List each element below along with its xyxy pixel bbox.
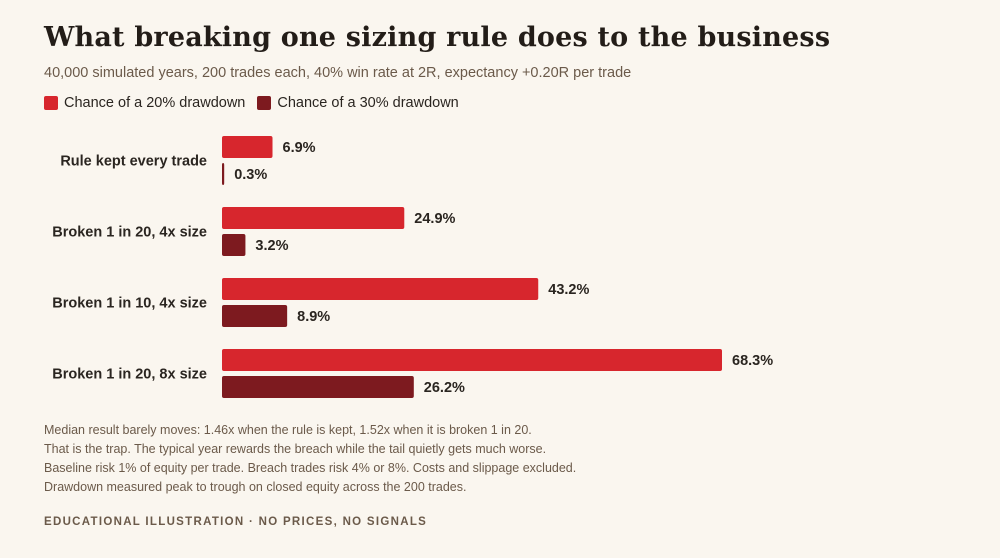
bar-30-drawdown <box>222 305 288 327</box>
data-label: 3.2% <box>255 238 288 254</box>
category-label: Broken 1 in 20, 8x size <box>52 367 207 383</box>
category-label: Rule kept every trade <box>60 154 207 170</box>
note-line: Median result barely moves: 1.46x when t… <box>44 423 532 437</box>
data-label: 8.9% <box>297 309 330 325</box>
data-label: 68.3% <box>732 353 773 369</box>
note-line: Baseline risk 1% of equity per trade. Br… <box>44 461 577 475</box>
legend: Chance of a 20% drawdown Chance of a 30%… <box>44 95 471 111</box>
bar-20-drawdown <box>222 278 539 300</box>
legend-swatch-20-drawdown <box>44 96 58 110</box>
data-label: 0.3% <box>234 167 267 183</box>
bar-chart: Rule kept every trade 6.9% 0.3% Broken 1 in… <box>52 136 773 398</box>
category-label: Broken 1 in 10, 4x size <box>52 296 207 312</box>
data-label: 6.9% <box>283 140 316 156</box>
legend-label-20-drawdown: Chance of a 20% drawdown <box>64 95 246 111</box>
data-label: 24.9% <box>414 211 455 227</box>
notes: Median result barely moves: 1.46x when t… <box>44 421 576 497</box>
legend-label-30-drawdown: Chance of a 30% drawdown <box>277 95 459 111</box>
data-label: 43.2% <box>548 282 589 298</box>
legend-swatch-30-drawdown <box>257 96 272 110</box>
bar-20-drawdown <box>222 136 273 158</box>
bar-20-drawdown <box>222 349 722 371</box>
bar-30-drawdown <box>222 376 414 398</box>
legend-item-30-drawdown: Chance of a 30% drawdown <box>257 95 459 111</box>
bar-20-drawdown <box>222 207 405 229</box>
chart-title: What breaking one sizing rule does to th… <box>44 22 831 53</box>
category-label: Broken 1 in 20, 4x size <box>52 225 207 241</box>
bar-30-drawdown <box>222 234 246 256</box>
legend-item-20-drawdown: Chance of a 20% drawdown <box>44 95 245 111</box>
note-line: That is the trap. The typical year rewar… <box>44 442 547 456</box>
chart-subtitle: 40,000 simulated years, 200 trades each,… <box>44 65 632 81</box>
data-label: 26.2% <box>424 380 465 396</box>
footer-disclaimer: EDUCATIONAL ILLUSTRATION · NO PRICES, NO… <box>44 516 428 528</box>
bar-30-drawdown <box>222 163 225 185</box>
note-line: Drawdown measured peak to trough on clos… <box>44 480 467 494</box>
